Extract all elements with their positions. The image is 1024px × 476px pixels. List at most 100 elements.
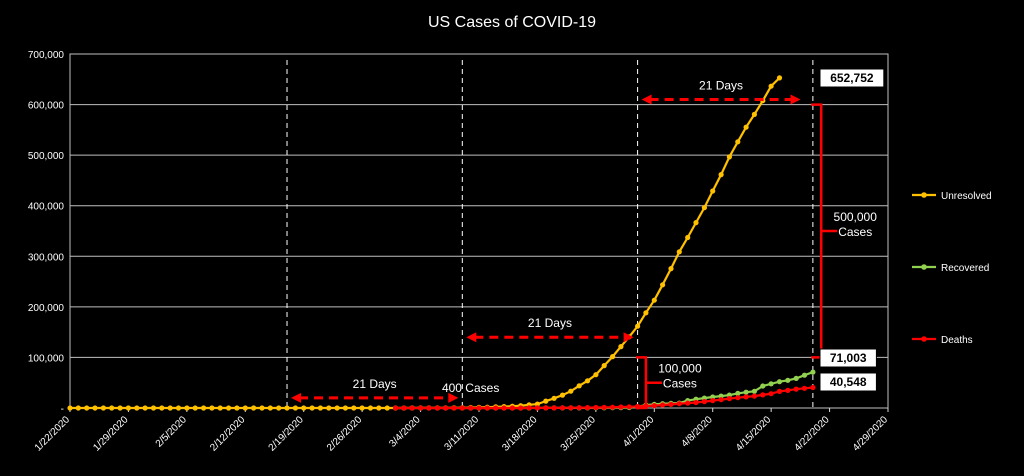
- data-point-deaths: [760, 392, 766, 398]
- data-point-deaths: [576, 405, 582, 411]
- y-tick-label: 300,000: [28, 252, 65, 263]
- data-point-unresolved: [142, 405, 148, 411]
- y-tick-label: 100,000: [28, 353, 65, 364]
- data-labels: 652,752 71,003 40,548: [819, 68, 885, 392]
- data-point-unresolved: [584, 378, 591, 384]
- data-point-deaths: [751, 393, 758, 399]
- data-point-deaths: [551, 405, 557, 411]
- data-point-unresolved: [326, 405, 332, 411]
- y-tick-label: 600,000: [28, 101, 65, 112]
- data-point-deaths: [468, 405, 474, 411]
- span-arrow-head-right: [790, 94, 801, 105]
- data-point-unresolved: [234, 405, 240, 411]
- data-point-unresolved: [342, 405, 348, 411]
- data-point-deaths: [776, 388, 783, 394]
- data-point-deaths: [543, 405, 549, 411]
- data-point-unresolved: [125, 405, 131, 411]
- brace-label-line: 100,000: [658, 362, 702, 376]
- data-point-deaths: [768, 391, 774, 397]
- data-point-deaths: [701, 399, 708, 405]
- data-point-recovered: [801, 372, 808, 378]
- data-point-deaths: [392, 405, 399, 411]
- data-point-unresolved: [768, 83, 774, 89]
- data-point-deaths: [676, 401, 682, 407]
- data-point-deaths: [459, 405, 465, 411]
- grid-lines: [69, 53, 889, 412]
- data-point-unresolved: [610, 354, 616, 360]
- brace-label: 100,000 Cases: [658, 362, 702, 391]
- data-point-deaths: [718, 397, 724, 403]
- data-point-deaths: [434, 405, 440, 411]
- data-point-unresolved: [568, 388, 574, 394]
- data-point-deaths: [484, 405, 490, 411]
- data-point-unresolved: [301, 405, 307, 411]
- data-point-unresolved: [384, 405, 390, 411]
- data-point-unresolved: [201, 405, 207, 411]
- data-point-unresolved: [685, 234, 691, 241]
- data-point-unresolved: [92, 405, 98, 411]
- y-tick-label: 500,000: [28, 151, 65, 162]
- data-point-unresolved: [334, 405, 340, 411]
- data-point-deaths: [401, 405, 407, 411]
- data-point-recovered: [793, 375, 799, 381]
- series-group: [67, 75, 816, 411]
- data-point-unresolved: [576, 383, 582, 389]
- data-point-deaths: [451, 405, 457, 411]
- span-arrow-label: 21 Days: [353, 377, 397, 391]
- span-arrow-head-left: [291, 392, 302, 403]
- data-point-deaths: [526, 405, 532, 411]
- legend-marker-deaths: [921, 336, 927, 342]
- data-label-recovered: 71,003: [830, 351, 867, 365]
- span-arrow-head-right: [623, 332, 634, 343]
- span-arrow-head-left: [466, 332, 477, 343]
- data-point-deaths: [651, 403, 657, 409]
- data-point-deaths: [409, 405, 415, 411]
- span-arrow-head-left: [641, 94, 652, 105]
- data-point-deaths: [793, 386, 799, 392]
- data-point-unresolved: [551, 395, 557, 401]
- data-point-deaths: [476, 405, 482, 411]
- data-point-unresolved: [292, 405, 298, 411]
- legend: Unresolved Recovered Deaths: [912, 191, 992, 346]
- data-point-unresolved: [593, 372, 599, 378]
- data-point-deaths: [726, 396, 733, 402]
- data-point-unresolved: [84, 405, 90, 411]
- brace-label-line: Cases: [663, 377, 697, 391]
- legend-marker-recovered: [921, 264, 927, 270]
- data-point-unresolved: [226, 405, 232, 411]
- data-point-deaths: [493, 405, 499, 411]
- data-point-unresolved: [267, 405, 273, 411]
- data-point-unresolved: [192, 405, 198, 411]
- data-label-deaths: 40,548: [830, 375, 867, 389]
- data-point-unresolved: [242, 405, 248, 411]
- data-point-unresolved: [651, 297, 657, 303]
- annotation-text: 400 Cases: [442, 381, 499, 395]
- data-point-unresolved: [743, 124, 749, 130]
- y-tick-label: 400,000: [28, 202, 65, 213]
- data-point-deaths: [601, 404, 607, 410]
- data-point-unresolved: [100, 405, 106, 411]
- data-point-deaths: [660, 402, 666, 408]
- chart-title: US Cases of COVID-19: [428, 14, 596, 31]
- data-point-unresolved: [159, 405, 165, 411]
- data-point-unresolved: [534, 401, 541, 407]
- data-point-unresolved: [776, 75, 783, 81]
- data-point-recovered: [785, 377, 791, 383]
- span-arrow-head-right: [448, 392, 459, 403]
- brace-bracket: [635, 356, 662, 410]
- data-point-unresolved: [217, 405, 223, 411]
- legend-label-recovered: Recovered: [941, 263, 989, 274]
- data-point-recovered: [718, 393, 724, 399]
- data-point-deaths: [685, 400, 691, 406]
- data-point-unresolved: [359, 405, 365, 411]
- data-point-deaths: [610, 404, 616, 410]
- data-point-deaths: [426, 405, 432, 411]
- data-point-unresolved: [67, 405, 73, 411]
- data-point-unresolved: [618, 344, 624, 350]
- data-point-unresolved: [718, 172, 724, 178]
- data-point-deaths: [668, 401, 674, 407]
- data-point-recovered: [776, 379, 783, 385]
- data-point-unresolved: [676, 249, 682, 255]
- data-point-unresolved: [543, 398, 549, 404]
- data-point-deaths: [509, 405, 515, 411]
